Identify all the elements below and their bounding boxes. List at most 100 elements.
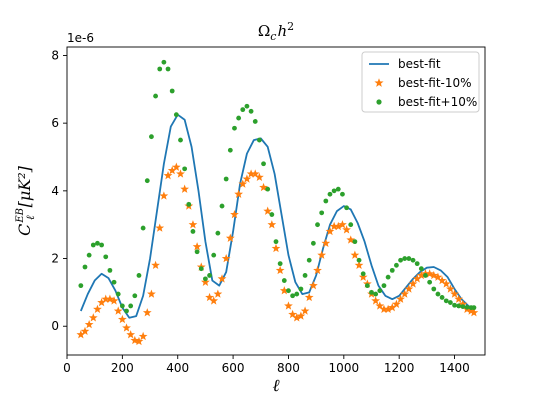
series-3	[78, 59, 477, 314]
data-point-dot	[165, 66, 171, 72]
data-point-star	[113, 306, 123, 315]
data-point-star	[93, 304, 102, 314]
data-point-dot	[402, 256, 408, 261]
data-point-star	[192, 242, 202, 251]
data-point-star	[354, 260, 364, 270]
legend-label: best-fit-10%	[398, 76, 472, 90]
data-point-star	[466, 306, 476, 315]
data-point-dot	[310, 240, 316, 246]
data-point-star	[201, 277, 210, 286]
x-tick-label: 1000	[329, 361, 360, 375]
data-point-dot	[178, 137, 183, 143]
data-point-star	[288, 309, 297, 319]
data-point-dot	[423, 273, 428, 278]
data-point-dot	[302, 273, 308, 278]
data-point-dot	[190, 229, 196, 234]
data-point-dot	[248, 108, 254, 114]
data-point-star	[469, 308, 479, 317]
data-point-dot	[111, 279, 117, 285]
data-point-star	[387, 303, 397, 312]
data-point-star	[412, 274, 422, 283]
data-point-star	[230, 209, 239, 219]
x-tick-label: 800	[277, 361, 300, 375]
legend-entry-3: best-fit+10%	[376, 95, 477, 109]
data-point-star	[263, 206, 273, 215]
legend-dot-swatch	[376, 99, 382, 105]
data-point-star	[109, 296, 119, 305]
data-point-dot	[215, 230, 221, 236]
data-point-dot	[373, 291, 379, 297]
data-point-star	[296, 311, 306, 320]
data-point-dot	[456, 303, 462, 309]
axes-frame	[66, 46, 486, 356]
data-point-star	[300, 306, 310, 315]
data-point-dot	[182, 166, 188, 172]
data-point-star	[122, 323, 131, 332]
data-point-star	[342, 225, 351, 234]
data-point-dot	[236, 115, 242, 121]
data-point-dot	[78, 283, 84, 289]
legend-entry-1: best-fit	[369, 57, 441, 71]
data-point-star	[329, 221, 339, 231]
data-point-dot	[86, 252, 92, 258]
data-point-dot	[439, 295, 445, 300]
y-offset-label: 1e-6	[67, 31, 94, 45]
data-point-dot	[90, 242, 96, 248]
data-point-dot	[211, 252, 217, 258]
y-tick-label: 6	[51, 116, 59, 130]
data-point-dot	[448, 300, 453, 305]
data-point-dot	[414, 261, 420, 267]
data-point-dot	[157, 66, 163, 72]
data-point-dot	[149, 134, 154, 140]
data-point-star	[213, 289, 223, 298]
data-point-star	[458, 299, 468, 308]
data-point-star	[429, 270, 439, 280]
data-point-star	[284, 301, 293, 310]
data-point-star	[346, 235, 356, 244]
title-sub: c	[270, 30, 276, 43]
data-point-star	[163, 171, 173, 180]
data-point-dot	[244, 103, 250, 109]
data-point-star	[267, 220, 277, 229]
data-point-dot	[443, 298, 449, 304]
series-1	[80, 113, 475, 319]
data-point-star	[275, 265, 285, 275]
data-point-dot	[381, 283, 387, 289]
data-point-dot	[360, 271, 366, 277]
data-point-dot	[306, 257, 312, 263]
data-point-dot	[369, 289, 374, 295]
data-point-dot	[319, 210, 325, 216]
data-point-star	[76, 330, 86, 339]
x-tick-label: 600	[222, 361, 245, 375]
data-point-dot	[219, 203, 225, 209]
data-point-star	[255, 172, 264, 182]
data-point-dot	[198, 266, 204, 272]
data-point-star	[250, 169, 260, 178]
data-point-dot	[273, 239, 279, 245]
data-point-star	[126, 330, 136, 339]
series-line	[80, 113, 475, 319]
data-point-dot	[352, 239, 358, 245]
data-point-star	[147, 289, 156, 298]
data-point-star	[138, 331, 148, 341]
data-point-star	[400, 289, 410, 298]
data-point-dot	[265, 186, 271, 192]
y-label-base: C	[15, 224, 34, 236]
data-point-dot	[398, 257, 403, 263]
data-point-dot	[169, 88, 175, 94]
data-point-star	[446, 284, 455, 293]
data-point-dot	[281, 278, 287, 283]
data-point-star	[292, 313, 302, 322]
data-point-star	[134, 336, 144, 346]
y-label-sup: EB	[15, 208, 26, 224]
y-tick-label: 2	[51, 252, 59, 266]
data-point-star	[408, 279, 418, 288]
data-point-dot	[377, 288, 383, 294]
y-tick-label: 4	[51, 184, 59, 198]
data-point-star	[171, 162, 181, 171]
data-point-star	[404, 284, 414, 293]
data-point-star	[225, 233, 235, 242]
data-point-dot	[418, 266, 424, 272]
